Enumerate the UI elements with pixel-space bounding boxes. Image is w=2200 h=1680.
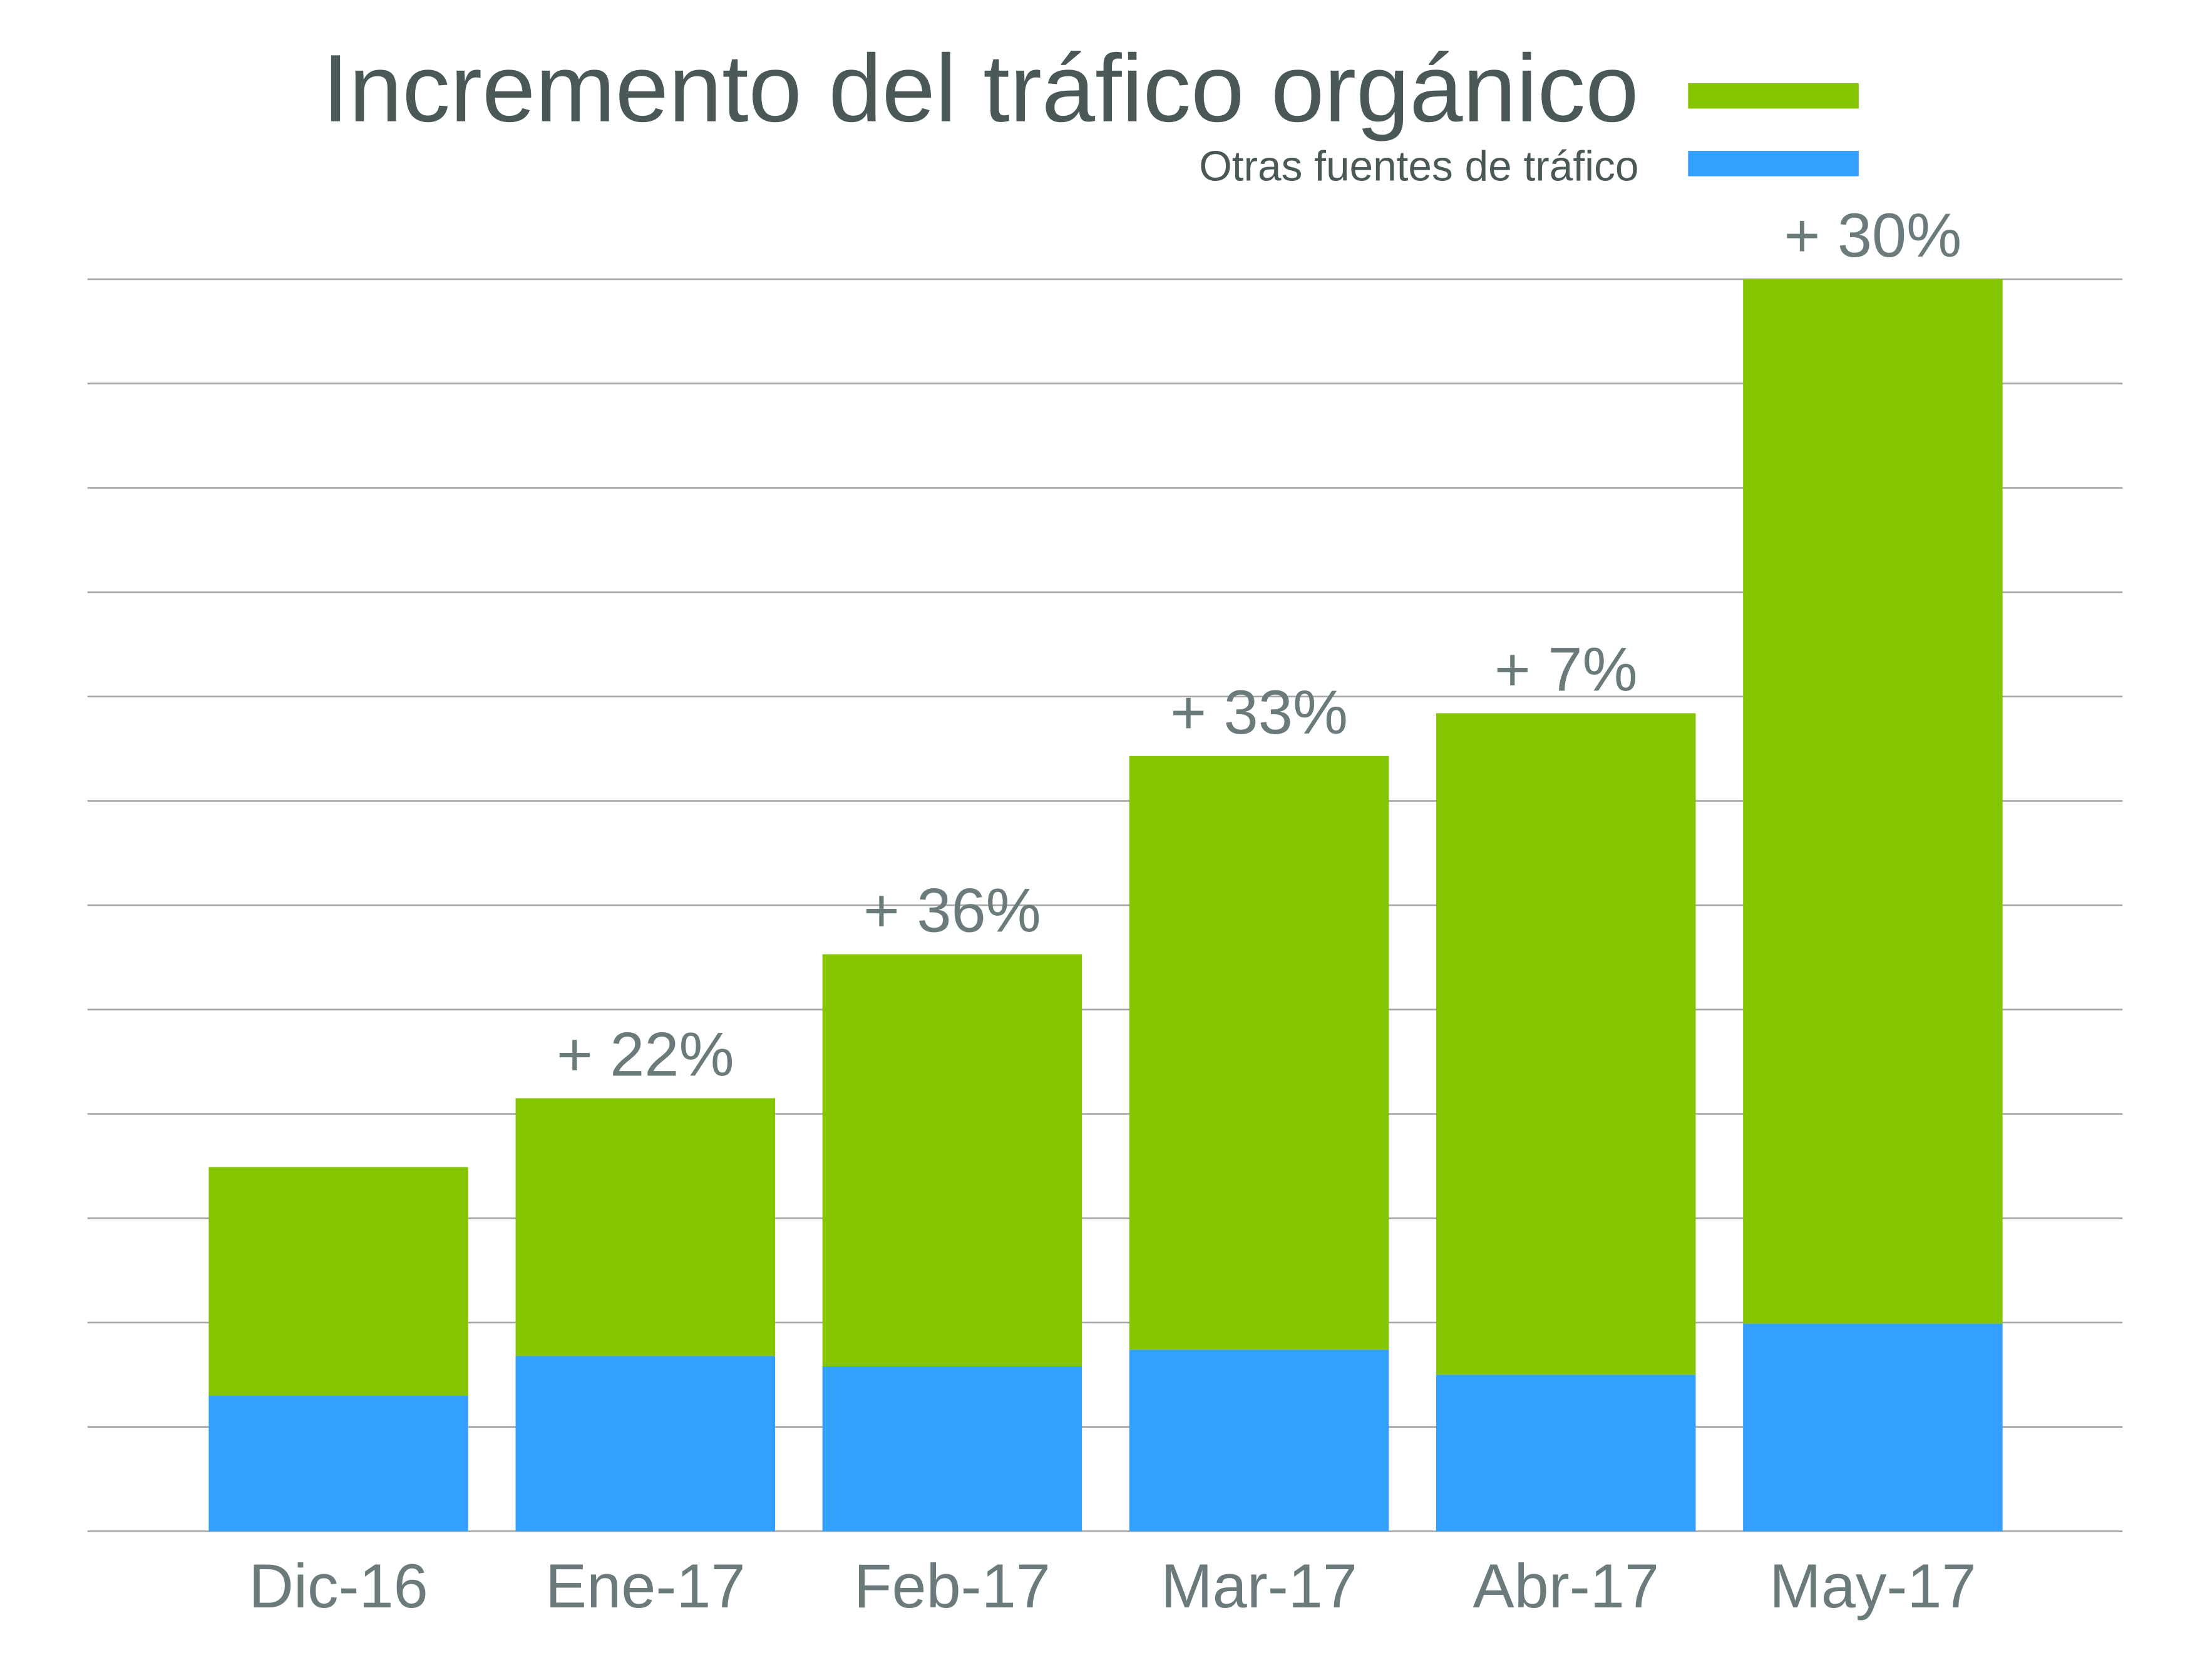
data-label: + 22% xyxy=(557,1020,734,1090)
x-tick-label: May-17 xyxy=(1769,1552,1976,1621)
bar-organic-traffic xyxy=(515,1098,776,1356)
x-tick-label: Mar-17 xyxy=(1161,1552,1357,1621)
bar-organic-traffic xyxy=(822,954,1082,1366)
x-tick-label: Abr-17 xyxy=(1473,1552,1659,1621)
legend-swatch-organic xyxy=(1688,83,1859,109)
bar-other-traffic xyxy=(1129,1350,1389,1532)
bar-other-traffic xyxy=(515,1356,776,1532)
data-label: + 30% xyxy=(1784,201,1962,270)
bar-other-traffic xyxy=(822,1366,1082,1532)
bar-organic-traffic xyxy=(1129,755,1389,1350)
x-tick-label: Dic-16 xyxy=(249,1552,428,1621)
bar-other-traffic xyxy=(208,1395,468,1532)
data-label: + 7% xyxy=(1494,635,1638,704)
data-label: + 36% xyxy=(863,876,1041,945)
x-tick-label: Feb-17 xyxy=(854,1552,1051,1621)
bars xyxy=(208,279,2003,1532)
bar-organic-traffic xyxy=(208,1167,468,1396)
bar-organic-traffic xyxy=(1743,279,2003,1324)
chart-title: Incremento del tráfico orgánico xyxy=(322,35,1639,142)
data-label: + 33% xyxy=(1170,678,1348,747)
legend-swatch-other xyxy=(1688,151,1859,177)
data-labels: + 22% + 36% + 33% + 7% + 30% xyxy=(557,201,1961,1090)
bar-organic-traffic xyxy=(1436,713,1696,1375)
legend-label-other: Otras fuentes de tráfico xyxy=(1199,143,1638,190)
bar-other-traffic xyxy=(1436,1375,1696,1532)
x-tick-label: Ene-17 xyxy=(545,1552,746,1621)
x-axis-ticks: Dic-16 Ene-17 Feb-17 Mar-17 Abr-17 May-17 xyxy=(249,1552,1976,1621)
bar-other-traffic xyxy=(1743,1323,2003,1532)
